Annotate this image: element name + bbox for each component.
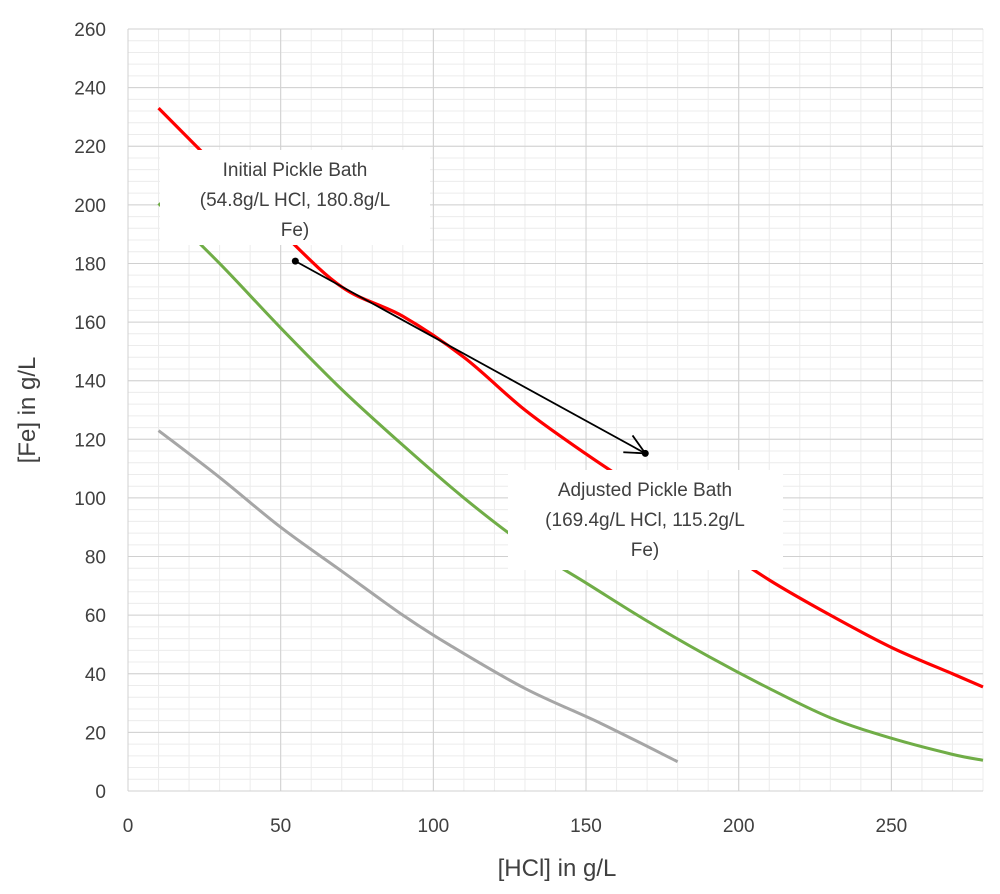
y-tick-label: 220	[74, 137, 106, 158]
y-tick-label: 200	[74, 196, 106, 217]
annotation-box	[160, 150, 430, 245]
series-line-3	[157, 429, 679, 764]
annotation-label: (169.4g/L HCl, 115.2g/L	[545, 510, 745, 531]
arrow-line	[294, 260, 646, 455]
y-tick-label: 120	[74, 430, 106, 451]
x-tick-label: 250	[876, 816, 908, 837]
arrow-layer	[291, 257, 649, 457]
y-axis-tick-labels: 0 20 40 60 80 100 120 140 160 180 200 220 240 260	[74, 20, 106, 803]
x-tick-label: 50	[270, 816, 291, 837]
x-tick-label: 150	[570, 816, 602, 837]
x-axis-tick-labels: 0 50 100 150 200 250	[123, 816, 908, 837]
annotation-label: Adjusted Pickle Bath	[558, 480, 732, 501]
annotation-box	[508, 470, 783, 570]
x-axis-title: [HCl] in g/L	[498, 855, 617, 882]
y-tick-label: 40	[85, 665, 106, 686]
y-tick-label: 180	[74, 254, 106, 275]
annotation-label: Fe)	[281, 220, 310, 241]
y-tick-label: 140	[74, 372, 106, 393]
y-tick-label: 80	[85, 548, 106, 569]
y-tick-label: 0	[95, 782, 106, 803]
annotation-label: Initial Pickle Bath	[223, 160, 368, 181]
x-tick-label: 0	[123, 816, 134, 837]
y-axis-title: [Fe] in g/L	[14, 357, 41, 464]
annotation-label: Fe)	[631, 540, 660, 561]
series-line-2	[157, 202, 984, 762]
annotation-backgrounds	[160, 150, 783, 570]
y-tick-label: 20	[85, 723, 106, 744]
y-tick-label: 160	[74, 313, 106, 334]
y-tick-label: 260	[74, 20, 106, 41]
annotation-point	[641, 449, 649, 457]
plot-area: Initial Pickle Bath (54.8g/L HCl, 180.8g/…	[127, 28, 984, 792]
x-tick-label: 200	[723, 816, 755, 837]
y-tick-label: 60	[85, 606, 106, 627]
y-tick-label: 240	[74, 79, 106, 100]
y-tick-label: 100	[74, 489, 106, 510]
annotation-point	[291, 257, 299, 265]
annotation-text-layer: Initial Pickle Bath (54.8g/L HCl, 180.8g/…	[200, 160, 745, 561]
major-gridlines	[127, 28, 983, 792]
minor-gridlines	[127, 28, 984, 792]
x-tick-label: 100	[418, 816, 450, 837]
annotation-label: (54.8g/L HCl, 180.8g/L	[200, 190, 390, 211]
